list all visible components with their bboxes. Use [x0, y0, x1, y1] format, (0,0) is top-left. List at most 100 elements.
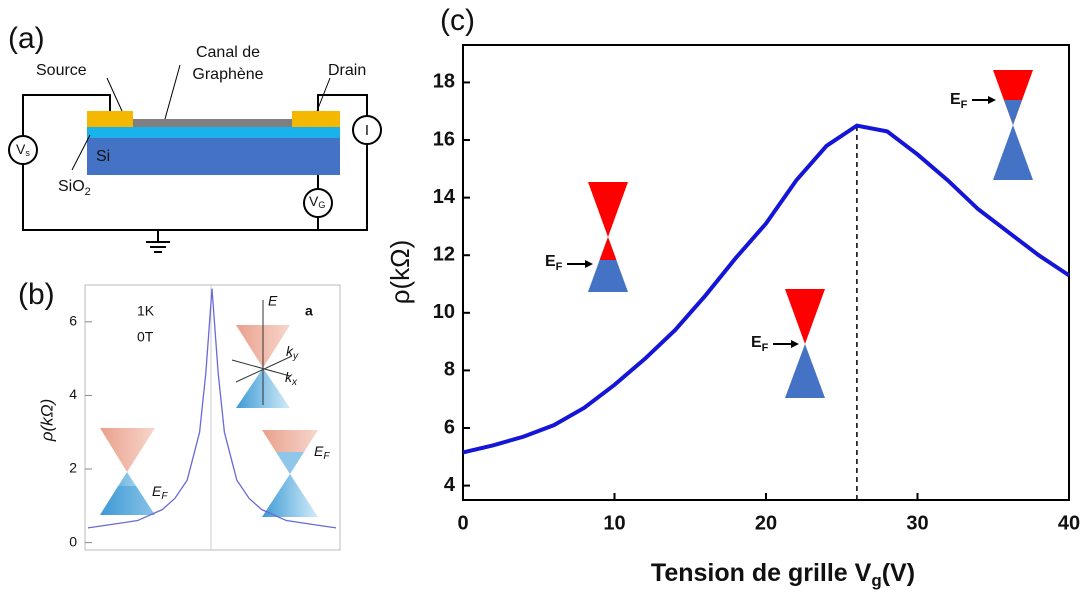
x-tick-label: 30 — [906, 512, 928, 534]
cone — [1004, 100, 1022, 125]
y-tick-label: 10 — [433, 301, 455, 323]
data-line — [462, 123, 1071, 455]
annotation: kx — [285, 369, 298, 388]
cone-fill — [276, 452, 304, 474]
wire — [317, 94, 368, 116]
ef-sub: F — [323, 451, 330, 462]
y-axis-title: ρ(kΩ) — [385, 240, 415, 305]
source-pad — [87, 111, 133, 127]
ef-sub: F — [556, 261, 563, 273]
vs-main: V — [16, 141, 26, 157]
x-axis-title: Tension de grille Vg(V) — [651, 559, 915, 591]
i-label: I — [365, 122, 369, 139]
xlabel-sub: g — [871, 571, 881, 590]
panel-label: (a) — [8, 22, 45, 55]
vg-sub: G — [318, 200, 325, 210]
cone — [993, 70, 1033, 125]
panel-label: (b) — [18, 278, 55, 311]
y-tick-label: 2 — [69, 460, 77, 476]
y-tick-label: 12 — [433, 244, 455, 266]
channel-label: Canal de — [196, 44, 260, 61]
ef-main: E — [314, 443, 324, 459]
xlabel-tail: (V) — [882, 559, 915, 587]
channel-label: Graphène — [192, 66, 263, 83]
y-tick-label: 4 — [444, 474, 456, 496]
ef-main: E — [545, 253, 556, 270]
vg-circle — [303, 188, 333, 218]
ef-sub: F — [762, 342, 769, 354]
wire — [22, 164, 319, 231]
sio2-layer — [87, 127, 340, 138]
x-tick-label: 10 — [603, 512, 625, 534]
y-tick-label: 6 — [69, 313, 77, 329]
si-label: Si — [96, 148, 110, 165]
ef-label: EF — [751, 334, 769, 354]
arrow-head — [585, 260, 593, 268]
ef-main: E — [751, 334, 762, 351]
panel-c: (c) ρ(kΩ) Tension de grille Vg(V) EF EF … — [385, 4, 1080, 591]
wire — [318, 144, 368, 231]
pointer — [106, 77, 123, 112]
cone — [785, 344, 825, 398]
ef-label: EF — [950, 91, 968, 111]
drain-pad — [292, 111, 340, 127]
cone — [100, 428, 155, 472]
axis-arrow — [231, 359, 291, 377]
pointer — [164, 64, 181, 120]
y-tick-label: 16 — [433, 128, 455, 150]
xlabel-main: Tension de grille V — [651, 559, 872, 587]
vs-label: Vs — [16, 141, 30, 159]
panel-label: (c) — [440, 4, 475, 37]
kx-sub: x — [291, 377, 298, 388]
annotation: a — [305, 303, 313, 319]
vs-circle — [8, 135, 38, 165]
x-tick-label: 40 — [1058, 512, 1080, 534]
sio2-main: SiO — [58, 178, 85, 195]
x-tick-label: 20 — [755, 512, 777, 534]
cone — [993, 125, 1033, 180]
panel-a: (a) Source Canal de Graphène Drain Si Si… — [8, 22, 382, 253]
arrow-head — [791, 340, 799, 348]
drain-label: Drain — [328, 62, 366, 79]
vg-label: VG — [309, 193, 325, 211]
annotation: E — [268, 293, 278, 309]
ef-main: E — [950, 91, 961, 108]
annotation: EF — [152, 483, 168, 502]
y-tick-label: 14 — [433, 186, 456, 208]
sio2-sub: 2 — [85, 186, 91, 198]
cone — [588, 237, 628, 292]
annotation: 0T — [137, 329, 154, 345]
pointer — [316, 77, 331, 112]
sio2-label: SiO2 — [58, 178, 91, 198]
cone — [785, 289, 825, 344]
cone-fill — [100, 486, 155, 515]
y-tick-label: 18 — [433, 71, 455, 93]
ef-main: E — [152, 483, 162, 499]
graphene — [133, 119, 292, 127]
y-tick-label: 0 — [69, 533, 77, 549]
y-tick-label: 6 — [444, 416, 455, 438]
ef-sub: F — [961, 99, 968, 111]
ky-sub: y — [292, 351, 299, 362]
cone — [599, 237, 617, 260]
ef-label: EF — [545, 253, 563, 273]
ef-sub: F — [161, 491, 168, 502]
pointer — [71, 134, 91, 171]
ky-main: k — [286, 343, 294, 359]
source-label: Source — [36, 62, 87, 79]
arrow-head — [988, 96, 996, 104]
cone — [588, 182, 628, 237]
annotation: 1K — [137, 303, 155, 319]
x-tick-label: 0 — [457, 512, 468, 534]
annotation: EF — [314, 443, 330, 462]
plot-frame — [462, 44, 1070, 501]
wire — [22, 94, 111, 136]
data-line — [87, 288, 337, 529]
i-circle — [352, 115, 382, 145]
y-tick-label: 8 — [444, 359, 455, 381]
cone — [262, 474, 318, 517]
y-axis-title: ρ(kΩ) — [37, 399, 56, 443]
kx-main: k — [285, 369, 293, 385]
